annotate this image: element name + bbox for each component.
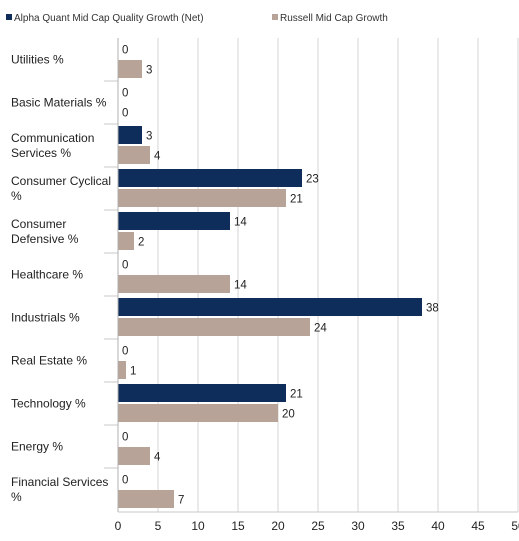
data-label: 4 bbox=[154, 452, 161, 464]
category-label: Real Estate % bbox=[11, 354, 87, 368]
data-label: 38 bbox=[426, 303, 439, 315]
data-label: 2 bbox=[138, 237, 144, 249]
x-tick-label: 15 bbox=[231, 519, 245, 533]
x-tick-label: 45 bbox=[471, 519, 485, 533]
bar bbox=[118, 447, 150, 465]
category-label: % bbox=[11, 490, 22, 504]
data-label: 0 bbox=[122, 108, 128, 120]
category-label: Consumer bbox=[11, 217, 66, 231]
category-label: Industrials % bbox=[11, 311, 80, 325]
bar bbox=[118, 126, 142, 144]
data-label: 7 bbox=[178, 495, 184, 507]
data-label: 3 bbox=[146, 65, 152, 77]
bar bbox=[118, 232, 134, 250]
bar bbox=[118, 146, 150, 164]
data-label: 21 bbox=[290, 389, 303, 401]
data-label: 0 bbox=[122, 432, 128, 444]
bar bbox=[118, 169, 302, 187]
data-label: 14 bbox=[234, 280, 247, 292]
category-label: Utilities % bbox=[11, 53, 64, 67]
data-label: 23 bbox=[306, 174, 319, 186]
data-label: 21 bbox=[290, 194, 303, 206]
x-tick-label: 5 bbox=[155, 519, 162, 533]
x-tick-label: 50 bbox=[511, 519, 519, 533]
bar bbox=[118, 298, 422, 316]
bar bbox=[118, 384, 286, 402]
bar bbox=[118, 404, 278, 422]
data-label: 0 bbox=[122, 346, 128, 358]
bar bbox=[118, 361, 126, 379]
x-tick-label: 35 bbox=[391, 519, 405, 533]
bar bbox=[118, 275, 230, 293]
x-tick-label: 30 bbox=[351, 519, 365, 533]
data-label: 24 bbox=[314, 323, 327, 335]
legend-label: Alpha Quant Mid Cap Quality Growth (Net) bbox=[14, 13, 204, 24]
category-label: Financial Services bbox=[11, 475, 108, 489]
category-label: Basic Materials % bbox=[11, 96, 107, 110]
data-label: 20 bbox=[282, 409, 295, 421]
bar bbox=[118, 60, 142, 78]
data-label: 0 bbox=[122, 260, 128, 272]
category-label: Technology % bbox=[11, 397, 86, 411]
bar bbox=[118, 189, 286, 207]
category-label: Communication bbox=[11, 131, 94, 145]
legend-label: Russell Mid Cap Growth bbox=[280, 13, 388, 24]
category-label: % bbox=[11, 189, 22, 203]
x-tick-label: 40 bbox=[431, 519, 445, 533]
legend-swatch bbox=[6, 14, 12, 20]
bar bbox=[118, 212, 230, 230]
data-label: 1 bbox=[130, 366, 136, 378]
data-label: 14 bbox=[234, 217, 247, 229]
category-label: Defensive % bbox=[11, 232, 79, 246]
category-label: Energy % bbox=[11, 440, 63, 454]
category-label: Consumer Cyclical bbox=[11, 174, 111, 188]
x-tick-label: 20 bbox=[271, 519, 285, 533]
data-label: 0 bbox=[122, 45, 128, 57]
data-label: 0 bbox=[122, 475, 128, 487]
category-label: Services % bbox=[11, 146, 71, 160]
x-tick-label: 25 bbox=[311, 519, 325, 533]
data-label: 3 bbox=[146, 131, 152, 143]
data-label: 4 bbox=[154, 151, 161, 163]
data-label: 0 bbox=[122, 88, 128, 100]
bar bbox=[118, 490, 174, 508]
category-label: Healthcare % bbox=[11, 268, 83, 282]
legend-swatch bbox=[272, 14, 278, 20]
bar bbox=[118, 318, 310, 336]
x-tick-label: 10 bbox=[191, 519, 205, 533]
x-tick-label: 0 bbox=[115, 519, 122, 533]
